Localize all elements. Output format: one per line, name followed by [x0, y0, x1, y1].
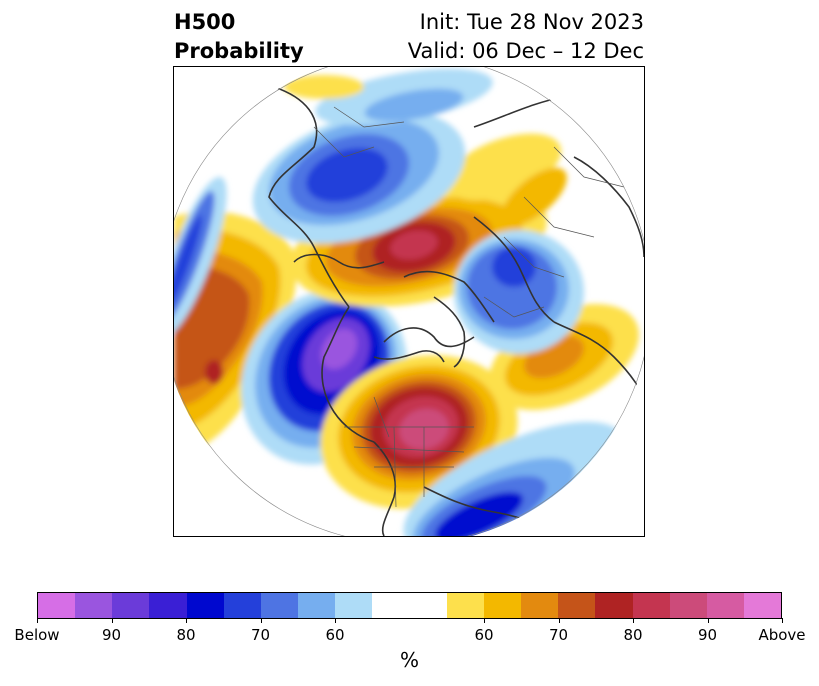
colorbar-tick-label: 80 — [623, 626, 643, 644]
colorbar-tick-label: Below — [14, 626, 60, 644]
colorbar-segment — [632, 593, 670, 618]
title-variable: H500 — [174, 10, 236, 34]
colorbar-tick-label: 60 — [325, 626, 345, 644]
colorbar-segment — [669, 593, 707, 618]
colorbar-segment — [595, 593, 633, 618]
colorbar-tickmark — [484, 618, 485, 623]
colorbar-tick-label: 70 — [548, 626, 569, 644]
atlantic-trough — [403, 421, 625, 536]
colorbar-segment — [112, 593, 150, 618]
colorbar-tickmark — [37, 618, 38, 623]
colorbar-tick-label: Above — [758, 626, 806, 644]
title-subtitle: Probability — [174, 39, 304, 63]
colorbar-tickmark — [335, 618, 336, 623]
colorbar-tick-label: 60 — [474, 626, 494, 644]
west-pacific-trough — [174, 176, 227, 338]
colorbar-tick-labels: Below 90 80 70 60 60 70 80 90 Above — [0, 626, 819, 646]
colorbar-segment — [38, 593, 76, 618]
colorbar-segment — [483, 593, 522, 618]
title-left: H500 Probability — [174, 8, 304, 66]
colorbar — [37, 592, 782, 619]
colorbar-segment — [743, 593, 782, 618]
colorbar-unit-label: % — [399, 648, 419, 672]
colorbar-tickmark — [782, 618, 783, 623]
colorbar-tick-label: 90 — [101, 626, 122, 644]
colorbar-tickmark — [558, 618, 560, 623]
colorbar-segment — [521, 593, 559, 618]
colorbar-tickmark — [633, 618, 634, 623]
colorbar-segment — [186, 593, 224, 618]
colorbar-segment — [335, 593, 373, 618]
colorbar-segment — [223, 593, 261, 618]
colorbar-segment — [446, 593, 484, 618]
colorbar-tick-label: 80 — [176, 626, 196, 644]
colorbar-segment — [558, 593, 596, 618]
probability-map — [174, 67, 644, 536]
colorbar-segment — [372, 593, 410, 618]
colorbar-tickmark — [111, 618, 113, 623]
russia-trough — [252, 68, 493, 244]
colorbar-tickmark — [186, 618, 187, 623]
colorbar-segment — [706, 593, 744, 618]
colorbar-segment — [409, 593, 447, 618]
colorbar-segment — [260, 593, 299, 618]
colorbar-tick-label: 90 — [697, 626, 718, 644]
colorbar-tickmark — [260, 618, 262, 623]
init-date: Init: Tue 28 Nov 2023 — [419, 10, 644, 34]
colorbar-tickmark — [707, 618, 709, 623]
europe-trough — [454, 230, 584, 354]
colorbar-segment — [149, 593, 187, 618]
colorbar-tick-label: 70 — [250, 626, 271, 644]
colorbar-segment — [298, 593, 336, 618]
colorbar-segment — [75, 593, 113, 618]
map-frame — [173, 66, 645, 537]
valid-date: Valid: 06 Dec – 12 Dec — [407, 39, 644, 63]
title-right: Init: Tue 28 Nov 2023 Valid: 06 Dec – 12… — [408, 8, 644, 66]
political-borders — [313, 106, 625, 508]
